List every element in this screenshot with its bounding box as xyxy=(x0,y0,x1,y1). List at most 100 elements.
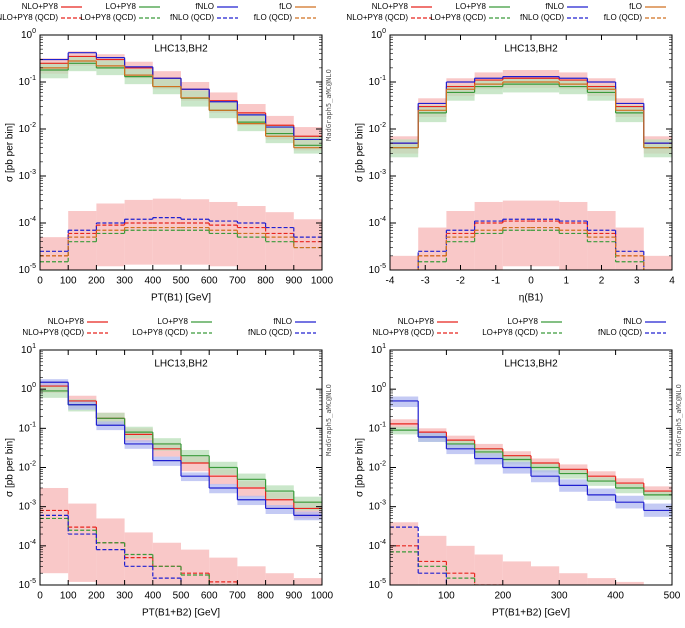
band xyxy=(531,566,560,585)
band xyxy=(502,561,531,585)
x-axis-label: η(B1) xyxy=(519,293,543,304)
y-axis-label: σ [pb per bin] xyxy=(355,438,366,497)
legend-label: fNLO (QCD) xyxy=(520,13,564,22)
band xyxy=(587,211,616,270)
legend-label: LO+PY8 xyxy=(508,317,539,326)
band xyxy=(390,139,419,158)
band xyxy=(293,219,322,270)
band xyxy=(615,227,644,270)
y-tick-label: 101 xyxy=(21,343,36,356)
legend-label: NLO+PY8 xyxy=(372,2,409,11)
legend-label: fNLO xyxy=(623,317,642,326)
y-tick-label: 10-1 xyxy=(19,75,36,88)
x-tick-label: 100 xyxy=(60,276,77,287)
legend-label: fLO (QCD) xyxy=(254,13,293,22)
chart-title: LHC13,BH2 xyxy=(154,359,208,370)
legend-label: LO+PY8 (QCD) xyxy=(430,13,486,22)
plot-area xyxy=(40,379,322,585)
step-connector xyxy=(67,60,295,148)
x-tick-label: 300 xyxy=(116,591,133,602)
step-connector xyxy=(67,227,295,256)
chart-title: LHC13,BH2 xyxy=(504,359,558,370)
legend-label: NLO+PY8 xyxy=(48,317,85,326)
band xyxy=(531,78,560,93)
band xyxy=(237,495,266,506)
y-tick-label: 10-4 xyxy=(369,216,386,229)
x-tick-label: 1 xyxy=(563,276,569,287)
y-tick-label: 10-1 xyxy=(19,421,36,434)
band xyxy=(643,255,672,270)
x-tick-label: 0 xyxy=(37,276,43,287)
y-tick-label: 10-4 xyxy=(19,539,36,552)
x-tick-label: 300 xyxy=(551,591,568,602)
y-tick-label: 100 xyxy=(21,28,36,41)
y-axis-label: σ [pb per bin] xyxy=(5,438,16,497)
band xyxy=(209,557,238,585)
x-axis-label: PT(B1+B2) [GeV] xyxy=(492,608,570,619)
band xyxy=(96,518,125,585)
band xyxy=(587,578,616,585)
legend-label: NLO+PY8 xyxy=(398,317,435,326)
legend-label: NLO+PY8 xyxy=(22,2,59,11)
legend-label: LO+PY8 (QCD) xyxy=(482,328,538,337)
band xyxy=(474,554,503,585)
band xyxy=(390,255,419,270)
step-connector xyxy=(67,223,295,256)
y-tick-label: 10-3 xyxy=(19,500,36,513)
x-tick-label: -3 xyxy=(421,276,430,287)
plot-area xyxy=(390,70,672,270)
band xyxy=(265,505,294,514)
step-connector xyxy=(417,400,645,511)
band xyxy=(474,201,503,270)
legend-label: fNLO (QCD) xyxy=(248,328,292,337)
band xyxy=(265,573,294,585)
band xyxy=(181,449,210,464)
x-tick-label: -2 xyxy=(456,276,465,287)
step-connector xyxy=(417,230,645,270)
band xyxy=(237,473,266,487)
band xyxy=(390,396,419,408)
plot-area xyxy=(40,51,322,270)
band xyxy=(390,522,419,585)
x-axis-label: PT(B1+B2) [GeV] xyxy=(142,608,220,619)
band xyxy=(265,485,294,499)
band xyxy=(209,461,238,475)
legend-label: LO+PY8 (QCD) xyxy=(80,13,136,22)
step-connector xyxy=(67,217,295,252)
band xyxy=(615,581,644,585)
legend-label: LO+PY8 (QCD) xyxy=(132,328,188,337)
x-tick-label: 400 xyxy=(144,591,161,602)
y-tick-label: 10-2 xyxy=(19,460,36,473)
y-tick-label: 10-5 xyxy=(19,578,36,591)
legend-label: fLO xyxy=(279,2,292,11)
band xyxy=(293,578,322,585)
x-axis-label: PT(B1) [GeV] xyxy=(151,293,211,304)
x-tick-label: 0 xyxy=(387,591,393,602)
x-tick-label: 200 xyxy=(494,591,511,602)
y-tick-label: 10-4 xyxy=(19,216,36,229)
panel: 0 100 200 300 400 500 600 700 800 900 1000 10-5 10-4… xyxy=(5,317,334,619)
chart-title: LHC13,BH2 xyxy=(154,44,208,55)
band xyxy=(265,212,294,270)
legend-label: fNLO (QCD) xyxy=(598,328,642,337)
y-tick-label: 10-5 xyxy=(369,578,386,591)
x-tick-label: 400 xyxy=(607,591,624,602)
band xyxy=(152,198,181,265)
x-tick-label: 200 xyxy=(88,591,105,602)
legend-label: NLO+PY8 (QCD) xyxy=(22,328,84,337)
x-tick-label: 800 xyxy=(257,276,274,287)
y-tick-label: 10-4 xyxy=(369,539,386,552)
x-tick-label: 3 xyxy=(634,276,640,287)
x-tick-label: 100 xyxy=(60,591,77,602)
band xyxy=(502,200,531,267)
x-tick-label: 4 xyxy=(669,276,675,287)
chart-title: LHC13,BH2 xyxy=(504,44,558,55)
band xyxy=(40,487,69,574)
y-tick-label: 100 xyxy=(371,28,386,41)
watermark: MadGraph5_aMC@NLO xyxy=(325,384,333,456)
y-tick-label: 10-3 xyxy=(369,169,386,182)
band xyxy=(643,139,672,158)
x-tick-label: 900 xyxy=(285,276,302,287)
panel: -4 -3 -2 -1 0 1 2 3 4 10-5 10-4 10-3 10-2 10-1 100 LHC1… xyxy=(346,2,675,304)
